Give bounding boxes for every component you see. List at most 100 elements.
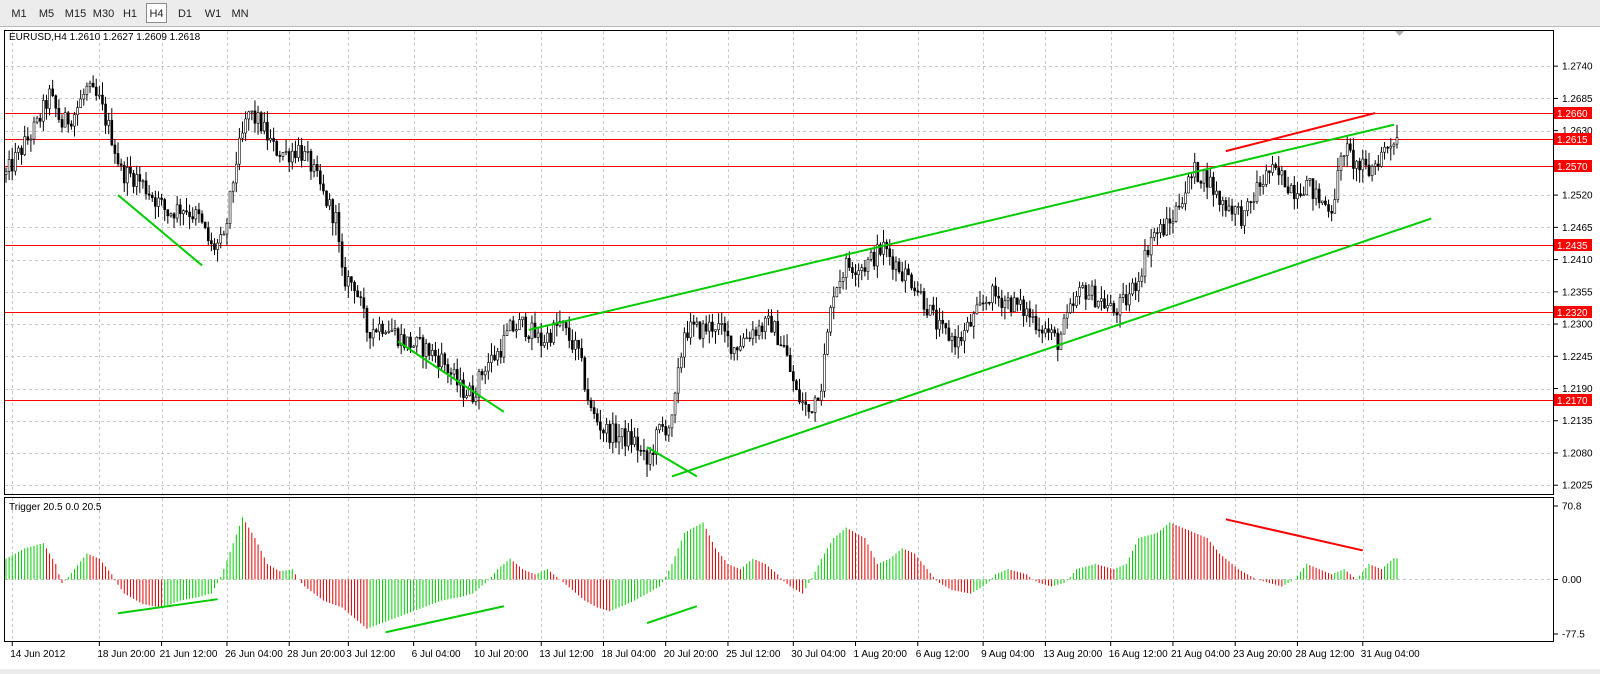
candle-bear [403, 334, 406, 348]
candle-bull [757, 325, 761, 336]
candle-bull [857, 270, 860, 276]
candle-bull [4, 171, 8, 175]
candle-bull [543, 342, 546, 346]
chart-shift-marker-icon[interactable] [1395, 31, 1404, 36]
green-trendline[interactable] [397, 340, 505, 413]
candle-bull [1389, 145, 1393, 149]
green-trendline[interactable] [528, 123, 1395, 331]
candle-bear [362, 297, 366, 309]
candle-bear [1317, 188, 1321, 204]
timeframe-d1-button[interactable]: D1 [177, 8, 193, 20]
candle-bear [788, 354, 792, 372]
candle-bull [676, 367, 680, 394]
candle-bear [583, 357, 587, 390]
candle-bear [804, 401, 808, 405]
red-trendline[interactable] [1225, 112, 1376, 153]
candle-bull [894, 261, 898, 270]
timeframe-w1-button[interactable]: W1 [204, 8, 222, 20]
candle-bear [539, 332, 543, 346]
candle-bear [595, 413, 599, 423]
red-trendline[interactable] [1225, 518, 1363, 552]
time-axis-label: 31 Aug 04:00 [1361, 649, 1420, 660]
green-trendline[interactable] [385, 605, 505, 634]
candle-bear [639, 449, 643, 452]
timeframe-h4-button[interactable]: H4 [146, 3, 167, 23]
candle-bear [10, 158, 14, 172]
candle-bull [1090, 285, 1094, 296]
candle-bull [745, 337, 748, 340]
candle-bull [701, 323, 705, 339]
timeframe-m5-button[interactable]: M5 [38, 8, 55, 20]
candle-bear [932, 304, 935, 311]
candle-bull [1159, 223, 1162, 233]
price-axis: 1.2740 1.2685 1.2630 1.2520 1.2465 1.2410 1.23… [1553, 62, 1593, 492]
candle-bull [1031, 316, 1035, 318]
green-trendline[interactable] [646, 446, 698, 478]
candle-bear [782, 345, 786, 347]
candle-bear [533, 322, 537, 338]
time-axis-label: 16 Aug 12:00 [1109, 649, 1168, 660]
candle-bear [1084, 285, 1088, 300]
candle-bull [1342, 155, 1346, 157]
candle-bear [462, 379, 465, 398]
green-trendline[interactable] [117, 598, 218, 615]
candle-bear [564, 322, 568, 329]
green-trendline[interactable] [646, 605, 698, 625]
price-pane[interactable]: EURUSD,H4 1.2610 1.2627 1.2609 1.2618 [4, 30, 1554, 495]
candle-bull [714, 329, 717, 332]
indicator-pane-border [4, 497, 1554, 642]
candle-bull [228, 190, 232, 224]
price-axis-label: 1.2135 [1562, 416, 1593, 427]
candle-bear [278, 155, 282, 157]
timeframe-mn-button[interactable]: MN [231, 8, 249, 20]
price-axis-label: 1.2630 [1562, 126, 1593, 137]
candle-bull [683, 332, 686, 358]
candle-bear [1103, 298, 1106, 309]
candle-bull [32, 121, 36, 140]
candle-bull [844, 258, 848, 278]
timeframe-m1-button[interactable]: M1 [11, 8, 27, 20]
price-axis-label: 1.2520 [1562, 191, 1593, 202]
candle-bull [1059, 333, 1063, 350]
timeframe-h1-button[interactable]: H1 [122, 8, 138, 20]
candle-bull [328, 199, 331, 207]
trigger-indicator-pane[interactable]: Trigger 20.5 0.0 20.5 [4, 497, 1554, 642]
candle-bear [1311, 178, 1315, 199]
candle-bear [735, 347, 739, 351]
candle-bear [848, 258, 851, 268]
candle-bull [673, 392, 677, 416]
candle-bull [371, 329, 375, 339]
candle-bull [241, 132, 244, 139]
candle-bear [636, 436, 640, 451]
candle-bull [530, 322, 534, 340]
candle-bull [1106, 305, 1109, 309]
candle-bear [163, 199, 167, 210]
time-axis-label: 10 Jul 20:00 [474, 649, 529, 660]
candle-bull [399, 334, 403, 347]
time-axis-label: 14 Jun 2012 [10, 649, 65, 660]
candle-bear [586, 389, 590, 401]
candle-bull [1121, 294, 1125, 298]
price-axis-label: 1.2080 [1562, 448, 1593, 459]
candle-bear [315, 164, 319, 172]
candle-bull [256, 112, 260, 124]
candle-bear [154, 197, 157, 207]
time-axis: 14 Jun 2012 18 Jun 20:00 21 Jun 12:00 26 Ju… [10, 641, 1420, 660]
candle-bear [350, 276, 353, 283]
candle-bear [1324, 200, 1327, 205]
candle-bull [1019, 299, 1022, 305]
green-trendline[interactable] [671, 217, 1432, 478]
candle-bull [76, 107, 79, 116]
candle-bear [1047, 328, 1050, 333]
green-trendline[interactable] [117, 194, 203, 267]
candle-bull [490, 354, 493, 363]
candle-bull [23, 136, 26, 155]
time-axis-label: 28 Jun 20:00 [287, 649, 345, 660]
candle-bull [440, 353, 443, 368]
time-axis-label: 18 Jun 20:00 [97, 649, 155, 660]
timeframe-m30-button[interactable]: M30 [92, 8, 115, 20]
timeframe-m15-button[interactable]: M15 [64, 8, 87, 20]
candle-bear [160, 197, 163, 200]
candle-bear [754, 329, 758, 336]
candle-bull [991, 285, 994, 304]
